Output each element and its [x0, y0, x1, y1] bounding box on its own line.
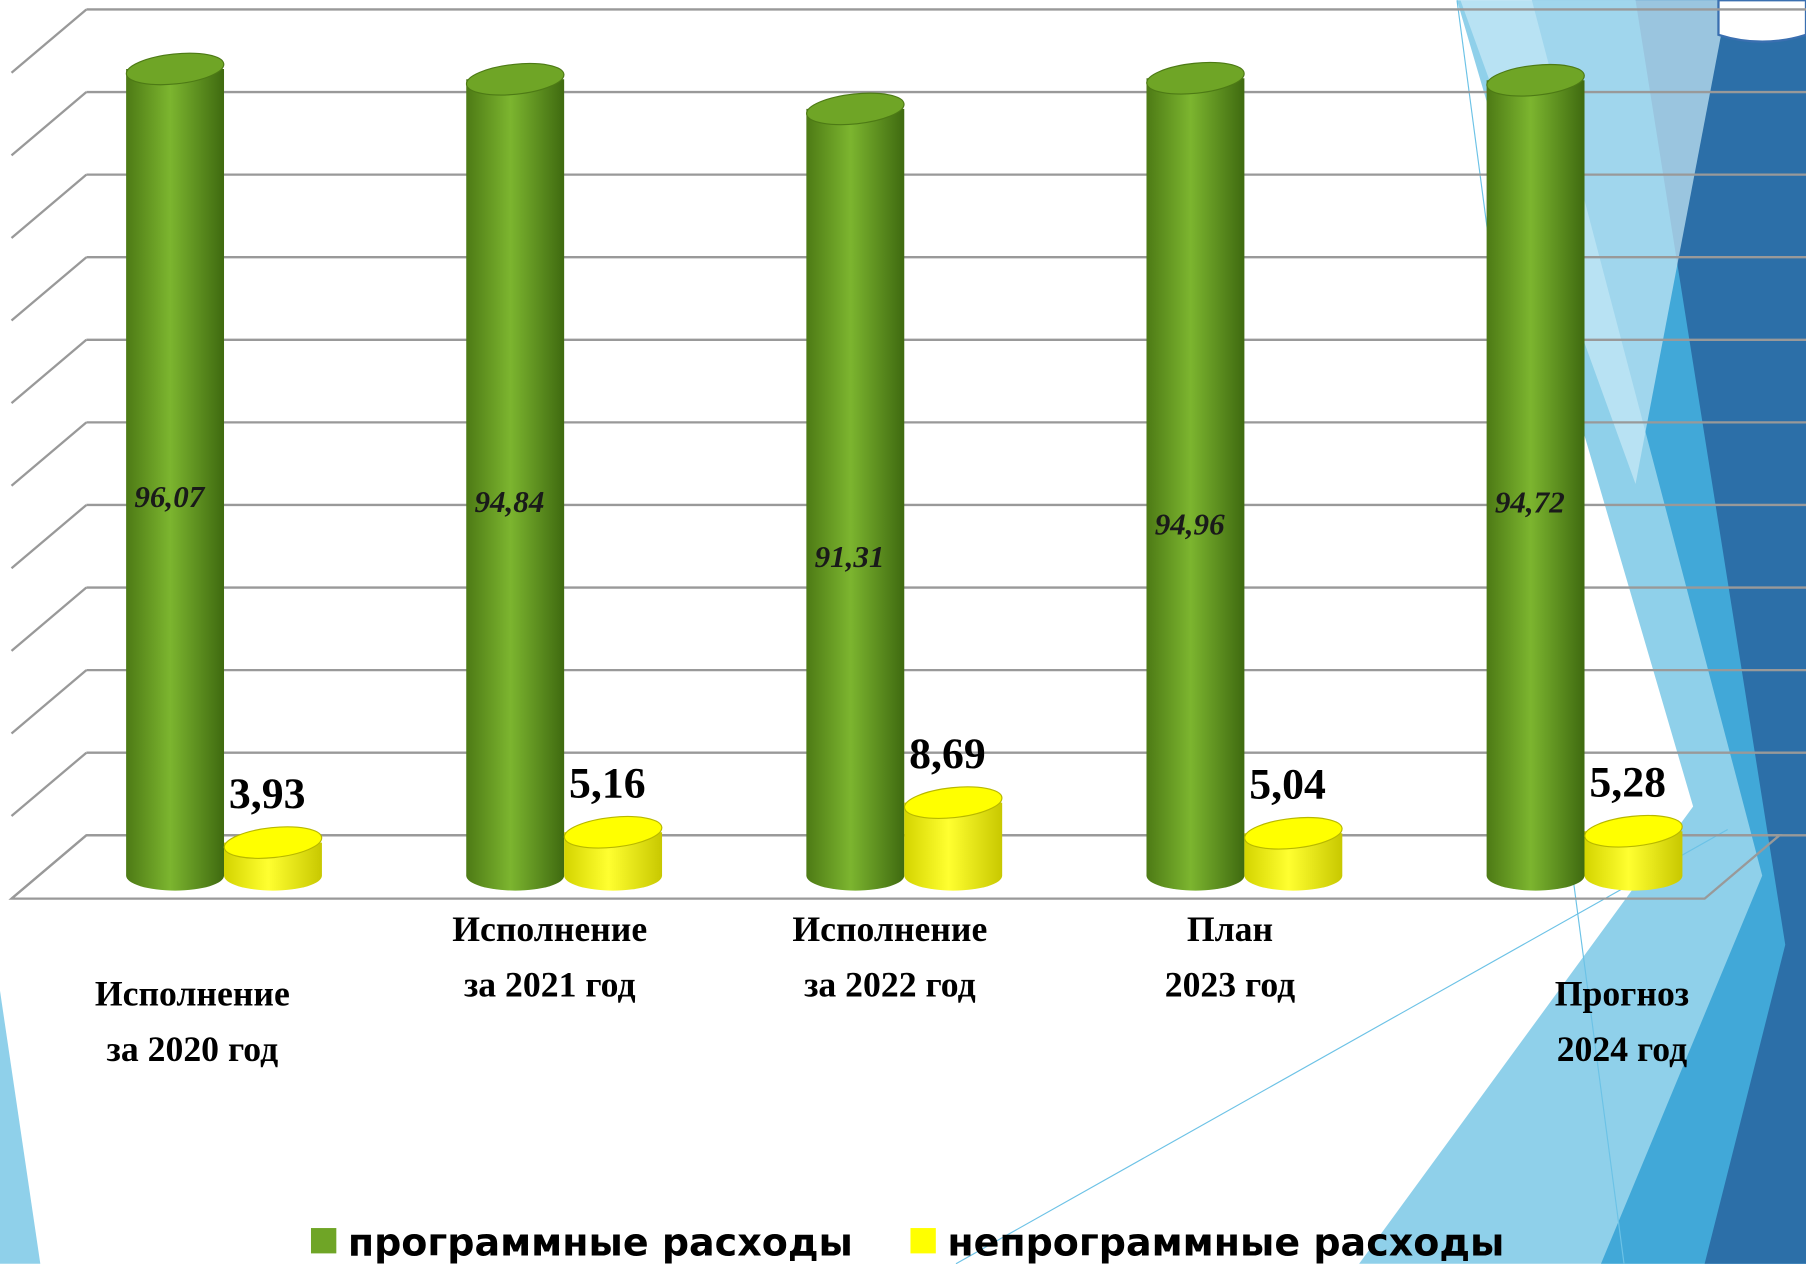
cylinder-top [563, 815, 663, 849]
cylinder [466, 79, 565, 891]
value-label: 91,31 [815, 539, 885, 574]
cylinder-top [125, 52, 225, 86]
legend-swatch [310, 1228, 337, 1254]
value-label: 5,04 [1249, 761, 1326, 809]
cylinder [904, 802, 1003, 891]
cylinder-top [1584, 814, 1683, 848]
x-tick-label: План 2023 год [1165, 909, 1295, 1004]
grid-line-side [10, 669, 88, 735]
x-tick-label: Исполнение за 2022 год [792, 909, 987, 1004]
grid-line-side [10, 586, 88, 652]
value-label: 94,84 [474, 484, 544, 519]
legend-swatch [910, 1228, 936, 1254]
value-label: 96,07 [134, 479, 205, 514]
cylinder [806, 108, 905, 891]
cylinder-top [1244, 816, 1343, 850]
value-label: 94,72 [1495, 484, 1565, 519]
value-label: 3,93 [229, 770, 306, 818]
cylinder [1146, 78, 1245, 891]
legend: программные расходы непрограммные расходы [310, 1221, 1504, 1264]
cylinder-top [1146, 61, 1245, 95]
grid-line-side [10, 421, 88, 487]
grid-line-side [10, 8, 88, 74]
grid-line-side [10, 504, 88, 570]
cylinder-top [806, 92, 905, 126]
value-label: 5,16 [569, 760, 646, 808]
cylinder-top [1486, 63, 1585, 97]
grid-line-side [10, 173, 88, 239]
cylinder-top [465, 62, 565, 96]
grid-line-side [10, 338, 88, 405]
legend-label: непрограммные расходы [947, 1221, 1504, 1264]
cylinder-top [223, 826, 323, 859]
floor [8, 834, 1783, 900]
x-tick-label: Исполнение за 2020 год [95, 974, 290, 1069]
grid-line-side [10, 751, 88, 817]
cylinder [126, 68, 225, 891]
bars: 96,07 3,93 Исполнение за 2020 год 94,84 5,16 И… [95, 52, 1689, 1069]
cylinder-top [903, 786, 1003, 819]
value-label: 94,96 [1155, 507, 1225, 542]
cylinder [1486, 80, 1585, 891]
grid-line-side [10, 91, 88, 157]
grid-line-side [10, 256, 88, 322]
legend-label: программные расходы [348, 1221, 853, 1264]
value-label: 8,69 [909, 730, 986, 778]
value-label: 5,28 [1589, 759, 1666, 807]
x-tick-label: Прогноз 2024 год [1555, 974, 1689, 1069]
x-tick-label: Исполнение за 2021 год [452, 909, 647, 1004]
